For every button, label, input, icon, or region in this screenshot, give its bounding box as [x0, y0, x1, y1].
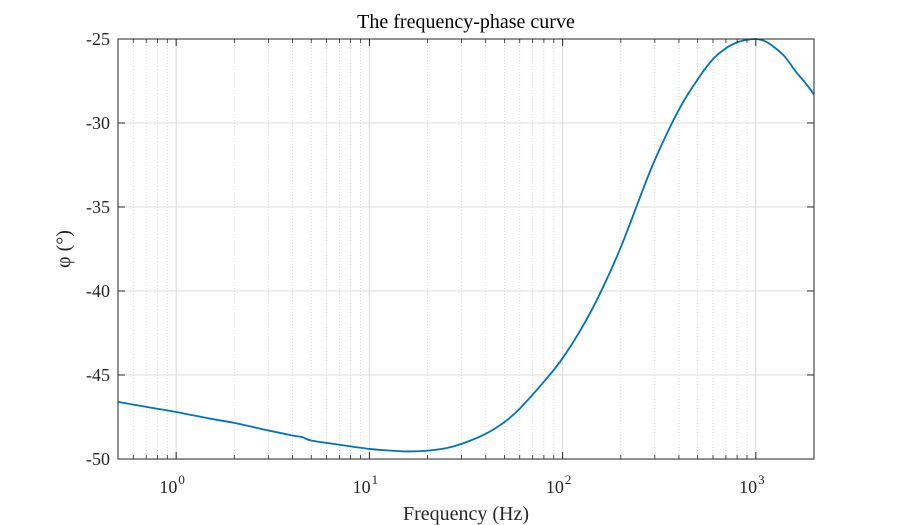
axes-box — [117, 38, 815, 460]
y-tick-label: -35 — [86, 197, 110, 217]
x-tick-exponent: 0 — [178, 472, 185, 487]
x-tick-exponent: 3 — [758, 472, 765, 487]
x-tick-exponent: 2 — [565, 472, 572, 487]
y-tick-label: -50 — [86, 449, 110, 469]
y-tick-label: -25 — [86, 29, 110, 49]
x-axis-label: Frequency (Hz) — [403, 503, 529, 525]
minor-grid — [132, 39, 748, 459]
axis-ticks — [118, 38, 814, 460]
y-tick-label: -30 — [86, 113, 110, 133]
x-tick-exponent: 1 — [372, 472, 379, 487]
y-axis-label: φ (°) — [53, 230, 75, 268]
y-tick-label: -40 — [86, 281, 110, 301]
y-tick-label: -45 — [86, 365, 110, 385]
y-tick-labels: -25 -30 -35 -40 -45 -50 — [86, 29, 110, 469]
chart-title: The frequency-phase curve — [357, 11, 575, 33]
axes-background — [118, 39, 814, 459]
